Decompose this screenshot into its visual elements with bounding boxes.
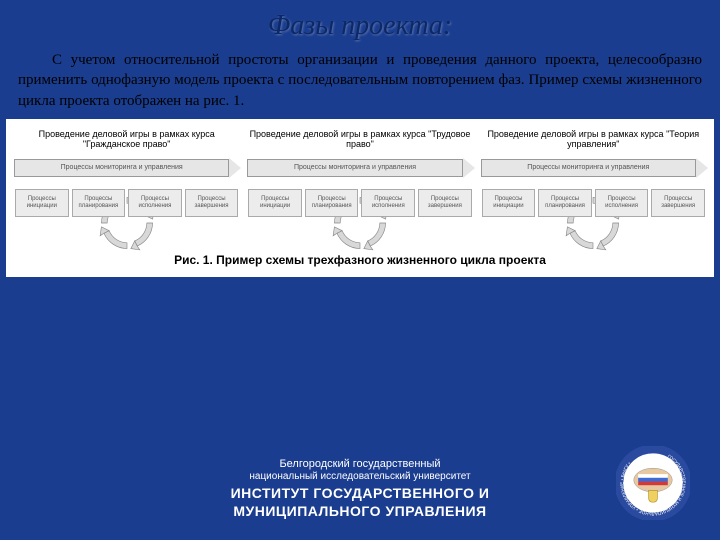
slide-title: Фазы проекта: xyxy=(0,0,720,50)
process-box-1: Процессы инициации xyxy=(15,189,69,217)
process-box-2: Процессы планирования xyxy=(72,189,126,217)
process-box-1: Процессы инициации xyxy=(248,189,302,217)
process-box-3: Процессы исполнения xyxy=(361,189,415,217)
phase-title: Проведение деловой игры в рамках курса "… xyxy=(245,127,474,157)
monitoring-arrow: Процессы мониторинга и управления xyxy=(14,159,239,183)
phase-1: Проведение деловой игры в рамках курса "… xyxy=(12,127,241,217)
monitoring-arrow: Процессы мониторинга и управления xyxy=(481,159,706,183)
process-box-3: Процессы исполнения xyxy=(595,189,649,217)
process-box-4: Процессы завершения xyxy=(651,189,705,217)
phase-title: Проведение деловой игры в рамках курса "… xyxy=(479,127,708,157)
arrow-head-icon xyxy=(229,158,241,178)
monitoring-arrow: Процессы мониторинга и управления xyxy=(247,159,472,183)
phase-3: Проведение деловой игры в рамках курса "… xyxy=(479,127,708,217)
process-box-2: Процессы планирования xyxy=(538,189,592,217)
footer-line2: национальный исследовательский университ… xyxy=(231,471,490,482)
process-boxes: Процессы инициацииПроцессы планированияП… xyxy=(12,189,241,217)
institute-logo-icon: ГОСУДАРСТВЕННОЕ И МУНИЦИПАЛЬНОЕ • УПРАВЛ… xyxy=(616,446,690,520)
lifecycle-diagram: Проведение деловой игры в рамках курса "… xyxy=(6,119,714,277)
footer-line3b: МУНИЦИПАЛЬНОГО УПРАВЛЕНИЯ xyxy=(233,503,486,519)
process-box-4: Процессы завершения xyxy=(418,189,472,217)
process-box-1: Процессы инициации xyxy=(482,189,536,217)
footer-line1: Белгородский государственный xyxy=(231,458,490,470)
process-box-4: Процессы завершения xyxy=(185,189,239,217)
arrow-head-icon xyxy=(696,158,708,178)
process-boxes: Процессы инициацииПроцессы планированияП… xyxy=(245,189,474,217)
footer-line3a: ИНСТИТУТ ГОСУДАРСТВЕННОГО И xyxy=(231,485,490,501)
footer: Белгородский государственный национальны… xyxy=(0,450,720,528)
process-box-2: Процессы планирования xyxy=(305,189,359,217)
process-boxes: Процессы инициацииПроцессы планированияП… xyxy=(479,189,708,217)
phase-2: Проведение деловой игры в рамках курса "… xyxy=(245,127,474,217)
process-box-3: Процессы исполнения xyxy=(128,189,182,217)
arrow-label: Процессы мониторинга и управления xyxy=(481,159,696,177)
arrow-head-icon xyxy=(463,158,475,178)
arrow-label: Процессы мониторинга и управления xyxy=(14,159,229,177)
body-paragraph: С учетом относительной простоты организа… xyxy=(0,50,720,119)
arrow-label: Процессы мониторинга и управления xyxy=(247,159,462,177)
phase-title: Проведение деловой игры в рамках курса "… xyxy=(12,127,241,157)
